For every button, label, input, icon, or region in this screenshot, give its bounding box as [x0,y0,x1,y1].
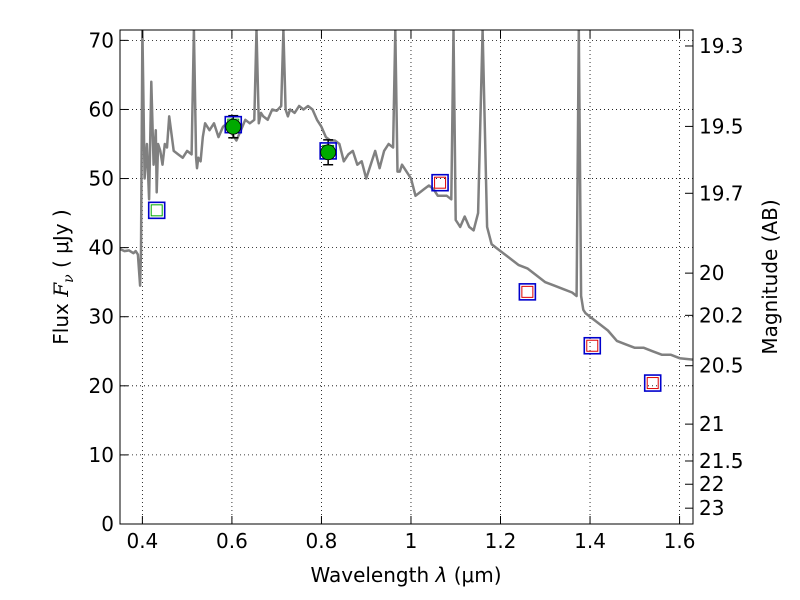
y-tick-label: 70 [89,28,114,52]
x-tick-labels: 0.4 0.6 0.8 1 1.2 1.4 1.6 [126,529,695,553]
y2-tick-label: 23 [699,496,724,520]
model-point-box [643,374,662,392]
model-point-inner [434,176,447,189]
model-point-inner [521,285,534,298]
y-tick-label: 40 [89,236,114,260]
plot-frame [119,29,694,525]
y-tick-label: 20 [89,374,114,398]
tick-marks [120,30,693,525]
model-point-box [583,336,602,355]
model-point-inner [586,339,599,352]
observed-point [320,144,337,161]
x-tick-label: 1.6 [664,529,696,553]
y2-tick-label: 22 [699,472,724,496]
y2-tick-label: 20.2 [699,303,744,327]
y2-tick-label: 21.5 [699,449,744,473]
model-point-inner [150,204,163,217]
model-point-inner [646,377,659,390]
y-tick-label: 50 [89,167,114,191]
model-point-box [147,201,166,220]
x-tick-label: 1 [405,529,418,553]
y2-axis-label: Magnitude (AB) [758,199,782,354]
model-point-box [431,173,449,192]
x-axis-label: Wavelength λ (μm) [310,563,501,587]
model-point-box [518,283,537,301]
y-tick-label: 10 [89,443,114,467]
y-tick-label: 0 [101,512,114,536]
y2-tick-label: 20 [699,261,724,285]
y-tick-label: 30 [89,305,114,329]
y-axis-label: Flux Fν ( μJy ) [49,209,77,344]
observed-point [225,118,242,135]
y-tick-label: 60 [89,97,114,121]
y2-tick-label: 21 [699,412,724,436]
y-tick-labels: 0 10 20 30 40 50 60 70 [89,28,114,536]
y2-tick-label: 20.5 [699,354,744,378]
y2-tick-label: 19.5 [699,114,744,138]
y2-tick-label: 19.3 [699,34,744,58]
x-tick-label: 1.4 [574,529,606,553]
x-tick-label: 0.8 [306,529,338,553]
x-tick-label: 0.4 [126,529,158,553]
plot-background [120,30,693,524]
points-layer [147,114,662,392]
x-tick-label: 0.6 [216,529,248,553]
y2-tick-label: 19.7 [699,181,744,205]
x-tick-label: 1.2 [485,529,517,553]
